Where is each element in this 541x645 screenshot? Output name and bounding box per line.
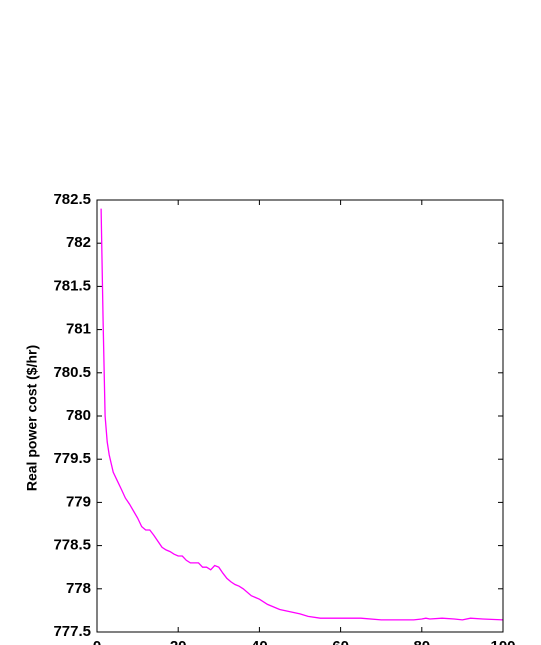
x-tick-label: 0 xyxy=(93,638,101,645)
y-axis-ticks: 777.5 778 778.5 779 779.5 780 780.5 781 781.5 782… xyxy=(53,191,503,640)
y-tick-label: 782 xyxy=(66,234,91,251)
x-axis-ticks: 0 20 40 60 80 100 xyxy=(93,200,516,645)
x-tick-label: 40 xyxy=(251,638,268,645)
x-tick-label: 80 xyxy=(413,638,430,645)
y-tick-label: 782.5 xyxy=(53,191,91,208)
y-tick-label: 779.5 xyxy=(53,450,91,467)
y-tick-label: 778.5 xyxy=(53,537,91,554)
plot-area-frame xyxy=(96,199,504,633)
y-tick-label: 779 xyxy=(66,493,91,510)
x-tick-label: 60 xyxy=(332,638,349,645)
y-tick-label: 780 xyxy=(66,407,91,424)
series-line xyxy=(100,208,504,621)
x-tick-label: 100 xyxy=(490,638,515,645)
y-axis-label: Real power cost ($/hr) xyxy=(24,345,40,491)
y-tick-label: 780.5 xyxy=(53,364,91,381)
x-tick-label: 20 xyxy=(170,638,187,645)
y-tick-label: 781 xyxy=(66,321,91,338)
y-tick-label: 781.5 xyxy=(53,277,91,294)
y-tick-label: 778 xyxy=(66,580,91,597)
y-tick-label: 777.5 xyxy=(53,623,91,640)
